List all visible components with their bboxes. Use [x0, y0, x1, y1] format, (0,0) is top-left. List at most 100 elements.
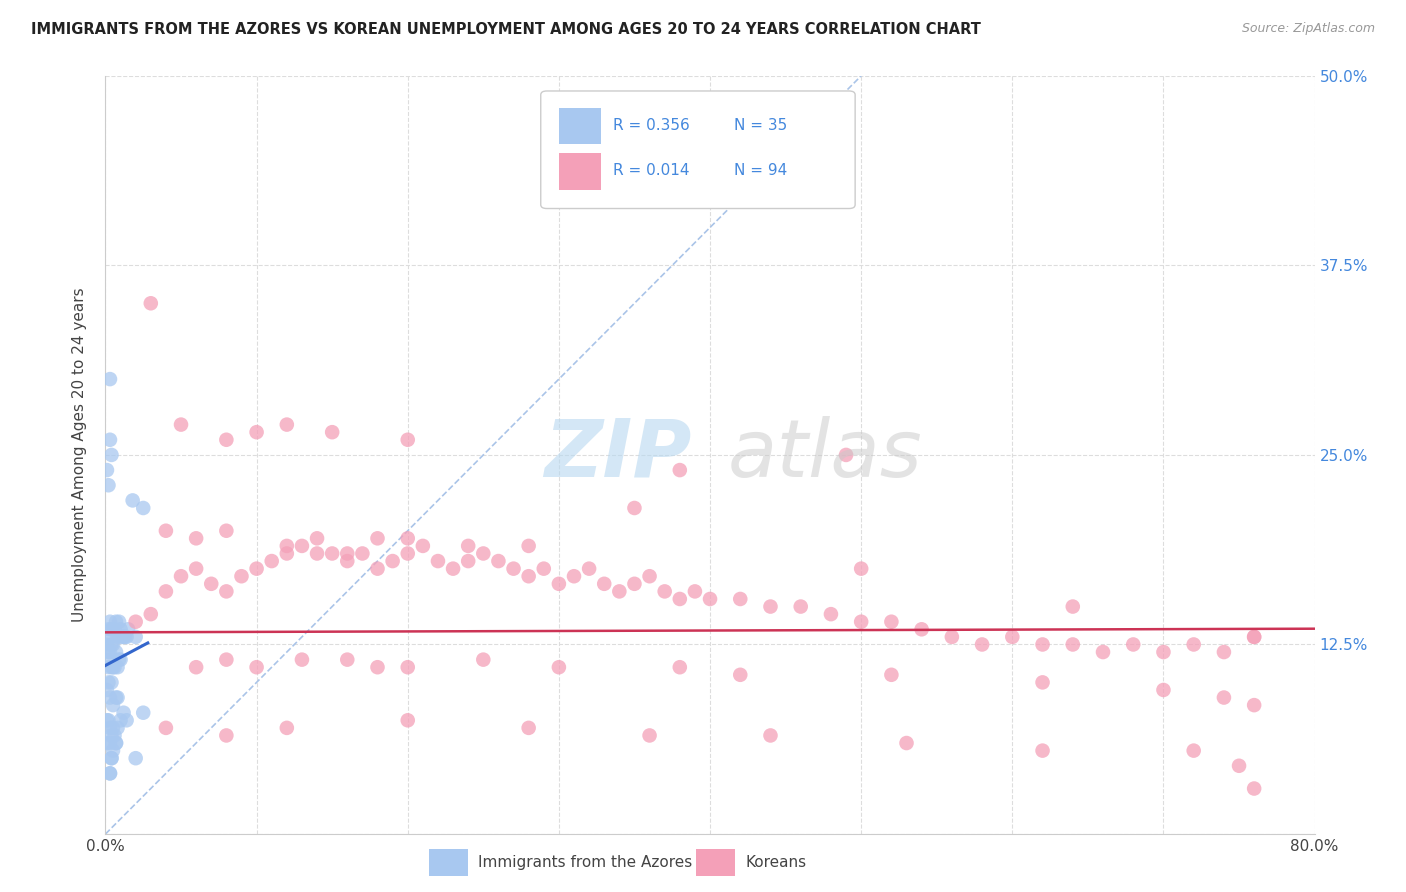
Point	[100, 728, 122, 742]
Point	[112, 630, 135, 644]
Point	[276, 721, 298, 735]
Point	[517, 721, 540, 735]
Point	[100, 623, 122, 637]
Point	[669, 463, 692, 477]
Point	[246, 562, 269, 576]
Point	[215, 584, 238, 599]
Point	[96, 714, 118, 728]
Point	[112, 706, 135, 720]
Point	[276, 539, 298, 553]
Point	[1153, 645, 1175, 659]
Point	[321, 425, 343, 439]
Point	[100, 675, 122, 690]
Point	[1122, 637, 1144, 651]
Point	[396, 433, 419, 447]
Point	[186, 562, 208, 576]
Point	[849, 562, 872, 576]
Point	[654, 584, 676, 599]
Point	[1062, 637, 1084, 651]
Point	[1227, 758, 1250, 772]
Point	[896, 736, 918, 750]
Point	[759, 728, 782, 742]
FancyBboxPatch shape	[560, 108, 602, 144]
Point	[835, 448, 858, 462]
Point	[488, 554, 510, 568]
Point	[98, 690, 121, 705]
Point	[108, 653, 131, 667]
Point	[880, 615, 903, 629]
Point	[97, 675, 120, 690]
Point	[427, 554, 450, 568]
Point	[121, 493, 143, 508]
Point	[502, 562, 524, 576]
Point	[155, 584, 177, 599]
Point	[1001, 630, 1024, 644]
Point	[97, 623, 120, 637]
Text: Source: ZipAtlas.com: Source: ZipAtlas.com	[1241, 22, 1375, 36]
Point	[1243, 698, 1265, 712]
Point	[412, 539, 434, 553]
Point	[96, 653, 118, 667]
Point	[1032, 675, 1054, 690]
Point	[1062, 599, 1084, 614]
Point	[107, 630, 129, 644]
Point	[105, 736, 128, 750]
Point	[336, 554, 359, 568]
Point	[1212, 645, 1236, 659]
Point	[108, 615, 131, 629]
Point	[98, 766, 121, 780]
Point	[98, 615, 121, 629]
Point	[107, 721, 129, 735]
FancyBboxPatch shape	[560, 153, 602, 189]
Point	[96, 463, 118, 477]
Text: ZIP: ZIP	[544, 416, 692, 494]
Point	[105, 645, 128, 659]
Point	[139, 607, 162, 621]
Text: atlas: atlas	[728, 416, 922, 494]
Point	[215, 433, 238, 447]
Point	[115, 630, 138, 644]
Point	[96, 736, 118, 750]
Point	[170, 417, 193, 432]
Point	[100, 448, 122, 462]
Point	[124, 630, 148, 644]
Point	[609, 584, 631, 599]
Text: N = 35: N = 35	[734, 118, 787, 133]
FancyBboxPatch shape	[541, 91, 855, 209]
Point	[291, 539, 314, 553]
Point	[155, 524, 177, 538]
Point	[548, 660, 571, 674]
Text: Immigrants from the Azores: Immigrants from the Azores	[478, 855, 692, 870]
Point	[98, 433, 121, 447]
Point	[98, 645, 121, 659]
Point	[98, 721, 121, 735]
Point	[699, 592, 721, 607]
Point	[97, 478, 120, 492]
Point	[97, 645, 120, 659]
Point	[366, 562, 388, 576]
Point	[101, 744, 124, 758]
Text: R = 0.014: R = 0.014	[613, 163, 690, 178]
Text: Koreans: Koreans	[745, 855, 806, 870]
Point	[97, 660, 120, 674]
Point	[669, 592, 692, 607]
Point	[260, 554, 283, 568]
Point	[215, 653, 238, 667]
Point	[98, 630, 121, 644]
Point	[638, 728, 661, 742]
Point	[105, 736, 128, 750]
Point	[98, 766, 121, 780]
Point	[517, 569, 540, 583]
Point	[231, 569, 253, 583]
Point	[117, 623, 139, 637]
Point	[101, 623, 124, 637]
Point	[1092, 645, 1115, 659]
Point	[105, 615, 128, 629]
Point	[110, 714, 132, 728]
Point	[1243, 781, 1265, 796]
Point	[849, 615, 872, 629]
Point	[1032, 744, 1054, 758]
Point	[730, 592, 752, 607]
Point	[457, 554, 479, 568]
Point	[100, 751, 122, 765]
